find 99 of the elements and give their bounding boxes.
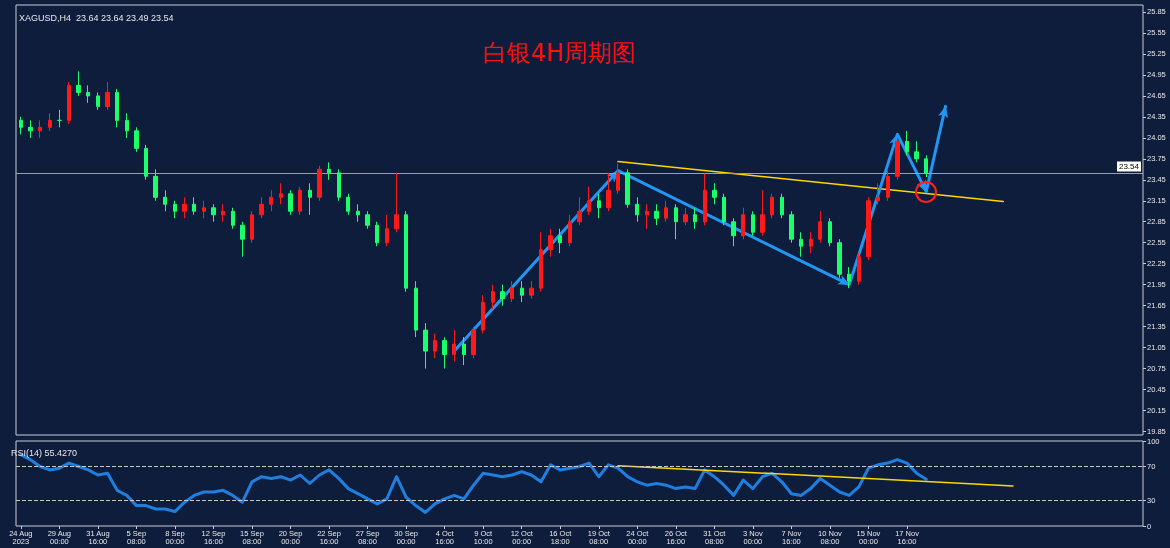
text: RSI(14) 55.4270 — [11, 447, 78, 458]
candlestick — [645, 203, 649, 230]
candlestick — [799, 231, 803, 258]
candlestick — [288, 189, 293, 216]
candlestick — [327, 161, 331, 181]
candlestick — [683, 207, 688, 226]
candlestick — [789, 210, 794, 244]
candlestick — [346, 193, 350, 216]
candlestick — [481, 294, 485, 335]
candlestick — [587, 186, 591, 216]
candlestick — [780, 193, 784, 219]
candlestick — [751, 210, 755, 237]
candlestick — [394, 172, 399, 233]
candlestick — [635, 196, 639, 223]
candlestick — [211, 203, 216, 223]
text: 白银4H周期图 — [483, 39, 637, 67]
candlestick — [866, 196, 871, 261]
candlestick — [365, 210, 370, 230]
candlestick — [76, 70, 81, 97]
candlestick — [298, 186, 302, 216]
candlestick — [240, 221, 245, 258]
candlestick — [741, 207, 745, 240]
candlestick — [115, 88, 119, 128]
candlestick — [491, 284, 495, 310]
candlestick — [462, 336, 466, 366]
candlestick — [96, 91, 100, 111]
candlestick — [703, 173, 707, 226]
candlestick — [317, 165, 322, 202]
candlestick — [337, 168, 341, 202]
candlestick — [520, 280, 524, 303]
candlestick — [202, 200, 206, 219]
ref-line-label: 23.54 — [1118, 162, 1140, 171]
candlestick — [163, 189, 167, 212]
candlestick — [597, 193, 601, 219]
candlestick — [182, 196, 187, 219]
candlestick — [664, 200, 668, 223]
candlestick — [914, 140, 919, 163]
candlestick — [173, 200, 177, 219]
candlestick — [279, 182, 283, 205]
candlestick — [48, 112, 52, 132]
candlestick — [529, 280, 534, 300]
candlestick — [144, 144, 148, 181]
candlestick — [731, 217, 736, 247]
candlestick — [375, 221, 379, 247]
candlestick — [539, 231, 543, 293]
candlestick — [876, 182, 880, 205]
candlestick — [433, 333, 437, 359]
candlestick — [259, 196, 264, 219]
candlestick — [548, 228, 553, 258]
candlestick — [722, 193, 726, 226]
candlestick — [558, 228, 562, 254]
candlestick — [414, 280, 418, 338]
candlestick — [895, 137, 900, 181]
candlestick — [905, 130, 909, 156]
candlestick — [712, 182, 717, 205]
candlestick — [760, 189, 765, 237]
candlestick — [57, 109, 62, 128]
candlestick — [818, 210, 822, 244]
candlestick — [356, 203, 360, 223]
candlestick — [86, 84, 90, 104]
candlestick — [423, 322, 428, 370]
candlestick — [38, 119, 42, 139]
candlestick — [134, 126, 139, 153]
candlestick — [269, 189, 273, 212]
candlestick — [577, 196, 582, 226]
candlestick — [231, 207, 235, 230]
candlestick — [67, 81, 71, 125]
candlestick — [510, 280, 514, 303]
candlestick — [385, 214, 389, 247]
candlestick — [153, 168, 158, 202]
candlestick — [886, 168, 890, 202]
candlestick — [770, 193, 774, 219]
candlestick — [674, 203, 678, 240]
candlestick — [250, 210, 254, 244]
candlestick — [192, 196, 196, 216]
candlestick — [308, 182, 312, 216]
candlestick — [809, 231, 813, 254]
candlestick — [568, 214, 572, 247]
candlestick — [442, 336, 447, 370]
candlestick — [471, 326, 476, 359]
candlestick — [452, 329, 456, 363]
candlestick — [606, 172, 611, 212]
candlestick — [654, 203, 659, 226]
candlestick — [404, 210, 408, 293]
candlestick — [693, 207, 697, 230]
text: XAGUSD,H4 23.64 23.64 23.49 23.54 — [19, 12, 174, 23]
candlestick — [28, 119, 33, 139]
candlestick — [625, 168, 630, 209]
candlestick — [105, 81, 110, 111]
candlestick — [500, 284, 505, 307]
candlestick — [924, 154, 928, 178]
candlestick — [19, 116, 23, 135]
candlestick — [857, 252, 861, 286]
candlestick — [221, 203, 225, 223]
candlestick — [828, 217, 832, 247]
candlestick — [616, 163, 620, 195]
candlestick — [837, 238, 842, 279]
candlestick — [125, 112, 129, 139]
candlestick — [847, 266, 851, 289]
